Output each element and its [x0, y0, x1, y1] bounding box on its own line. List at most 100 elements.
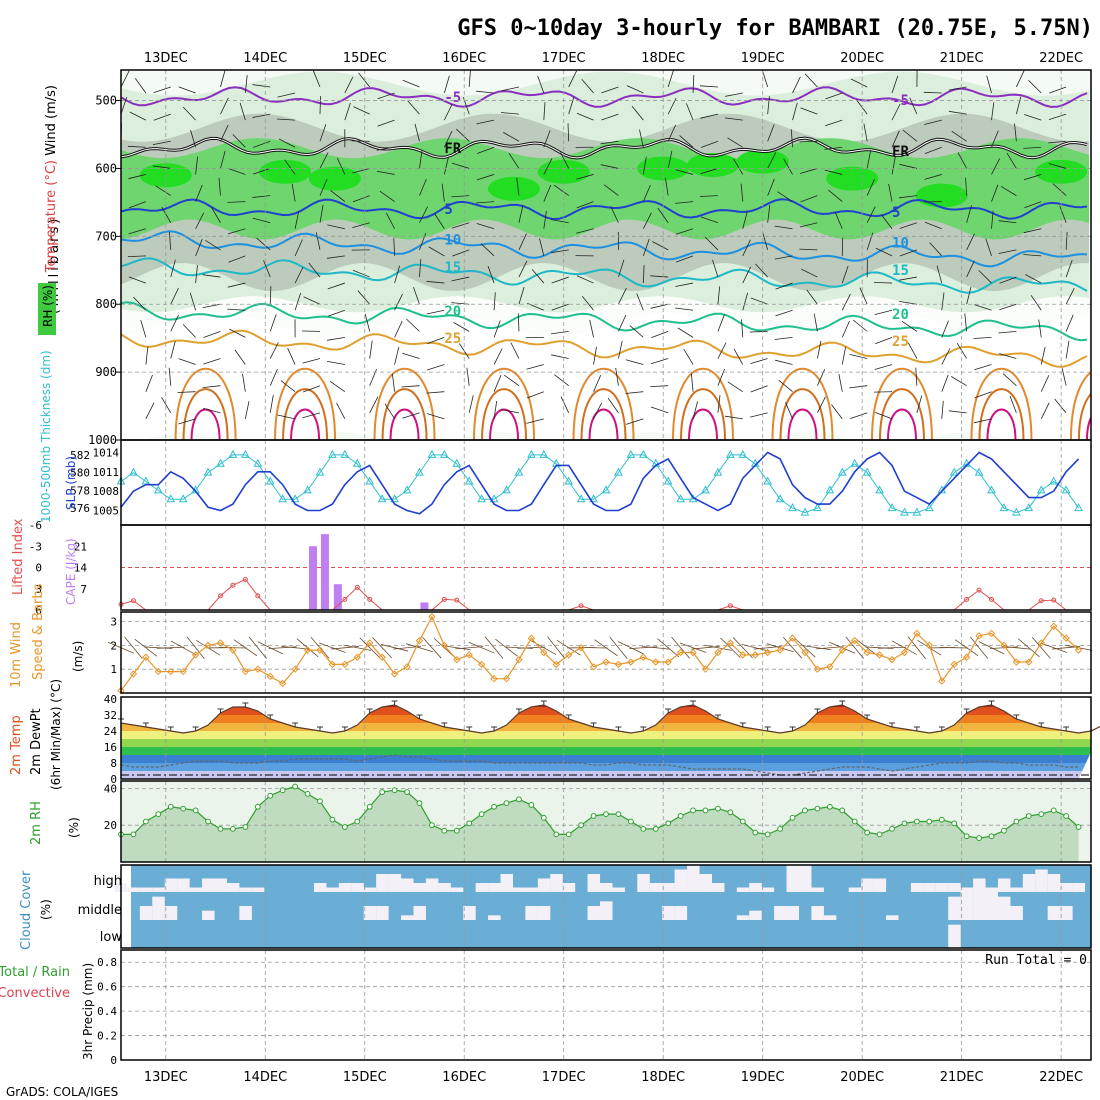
rh-marker — [913, 818, 920, 825]
wind-barb — [127, 255, 146, 257]
wind-marker — [925, 641, 934, 650]
wind-barb — [134, 78, 147, 94]
rh-marker — [640, 825, 647, 832]
wind-barb — [455, 646, 484, 650]
cape-bar — [320, 534, 329, 610]
isotherm-0-inner — [121, 137, 1088, 159]
rh-marker — [864, 829, 871, 836]
thickness-marker — [241, 449, 250, 458]
wind-barb — [610, 206, 619, 223]
cloud-bar-high — [488, 883, 501, 892]
thickness-marker — [875, 485, 884, 494]
wind-barb — [319, 178, 328, 196]
thickness-marker — [924, 503, 934, 512]
wind-barb — [749, 330, 768, 333]
wind-marker — [1074, 646, 1083, 654]
wind-barb — [308, 262, 321, 278]
wind-marker — [639, 653, 648, 661]
rh-marker — [503, 800, 510, 806]
wind-barb — [667, 70, 674, 88]
wind-barb — [692, 74, 695, 93]
wind-barb — [712, 259, 719, 278]
wind-barb — [253, 140, 271, 148]
wind-marker — [515, 655, 523, 664]
wind-marker — [1037, 639, 1045, 647]
rh-marker — [155, 811, 162, 818]
cloud-bar-high — [425, 878, 439, 892]
wind-marker — [527, 634, 536, 642]
cloud-bar-middle — [525, 906, 538, 920]
wind-barb — [576, 201, 594, 209]
pressure-tick-label: 900 — [95, 365, 117, 379]
wind-barb — [252, 217, 271, 224]
wind-barb — [227, 282, 246, 288]
cloud-bar-middle — [600, 901, 613, 920]
wind-marker — [316, 646, 324, 654]
cloud-bar-high — [189, 887, 203, 892]
thickness-marker — [987, 485, 996, 494]
wind-barb — [495, 638, 518, 657]
thickness-marker — [278, 494, 288, 503]
wind-marker — [129, 670, 138, 678]
li-marker — [727, 603, 733, 609]
rh-marker — [1038, 811, 1045, 818]
rh-marker — [466, 820, 473, 827]
thickness-marker — [402, 485, 412, 494]
wind-barb — [969, 636, 989, 659]
wind-barb — [966, 205, 972, 223]
wind-barb — [244, 401, 250, 419]
wind-barb — [121, 249, 122, 251]
thickness-marker — [974, 467, 984, 476]
wind-barb — [376, 170, 395, 175]
thickness-marker — [153, 485, 163, 494]
rh-marker — [441, 827, 448, 834]
cloud-bar-high — [711, 883, 725, 892]
wind-barb — [742, 211, 748, 229]
wind-marker — [303, 646, 312, 654]
wind-barb — [806, 289, 818, 305]
wind-barb — [553, 184, 569, 196]
wind-barb — [609, 636, 628, 659]
cloud-bar-high — [1010, 887, 1023, 892]
wind-barb — [550, 249, 569, 254]
thickness-line — [120, 454, 1080, 514]
wind-barb — [426, 413, 445, 420]
thickness-marker — [203, 467, 213, 476]
wind-barb — [380, 644, 409, 652]
wind-marker — [938, 677, 946, 685]
wind-marker — [863, 648, 871, 657]
rh-marker — [739, 818, 746, 825]
wind-barb — [228, 255, 246, 263]
wind-barb — [593, 346, 597, 365]
rh-marker — [764, 831, 771, 838]
thickness-axis-label: 1000-500mb Thickness (dm) — [39, 350, 53, 523]
temp-clip-group — [121, 705, 1091, 779]
date-label-17DEC: 17DEC — [542, 51, 586, 66]
wind-barb — [874, 364, 893, 370]
wind-barb — [177, 391, 196, 393]
surface-loop — [274, 367, 337, 440]
wind-barb — [434, 213, 445, 229]
rh-marker — [130, 831, 137, 838]
wind-barb — [631, 105, 644, 121]
rh-marker — [727, 809, 734, 816]
wind-barb — [750, 385, 768, 393]
wind-axis-label: 10m Wind — [9, 622, 24, 688]
rh-marker — [752, 829, 759, 836]
precip-axis-label: 3hr Precip (mm) — [81, 963, 95, 1060]
wind-barb — [641, 645, 670, 650]
wind-barb — [650, 303, 669, 309]
wind-barb — [526, 364, 544, 370]
rh-90-blob — [826, 166, 879, 191]
cloud-bar-high — [637, 874, 650, 892]
rh-marker — [789, 814, 796, 821]
cape-tick-label: 14 — [74, 562, 88, 575]
rh-marker — [540, 814, 547, 821]
isotherm-label: 15 — [444, 260, 461, 276]
surface-loop — [473, 367, 536, 440]
thickness-marker — [775, 494, 785, 503]
thickness-marker — [862, 467, 872, 476]
wind-marker — [602, 658, 610, 666]
thickness-marker — [514, 467, 524, 476]
panel-frame — [120, 439, 1092, 526]
